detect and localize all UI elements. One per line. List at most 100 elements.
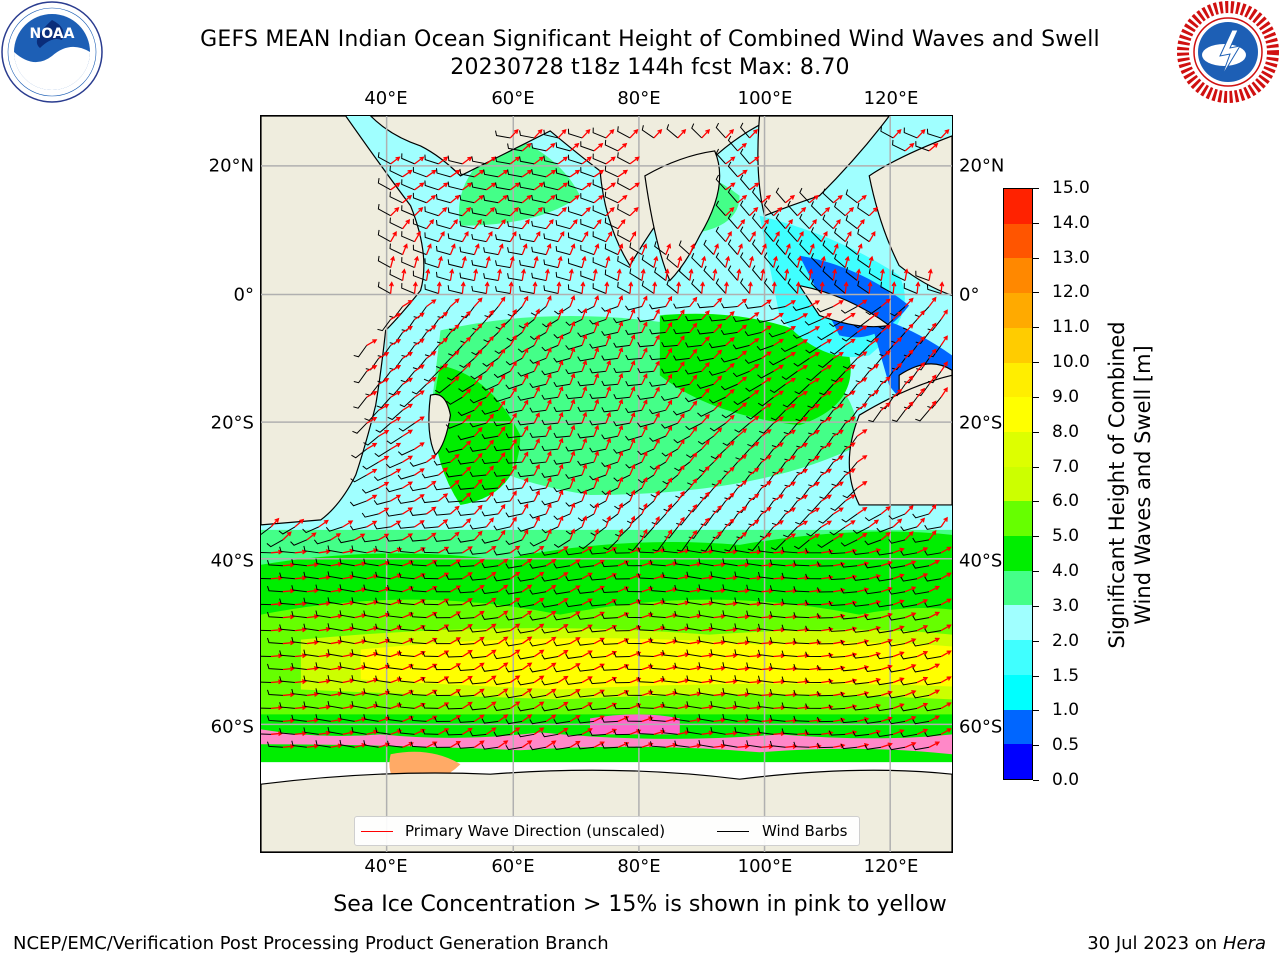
wave-direction-arrow xyxy=(426,376,437,385)
wind-barb xyxy=(661,368,678,374)
wind-barb xyxy=(830,370,846,383)
wind-barb xyxy=(613,600,630,606)
wind-barb xyxy=(353,345,368,358)
wave-direction-arrow xyxy=(927,268,933,281)
wave-direction-arrow xyxy=(497,714,509,722)
wind-barb xyxy=(517,602,535,608)
wind-barb xyxy=(829,344,846,355)
wind-barb xyxy=(483,332,499,343)
wave-direction-arrow xyxy=(725,388,735,398)
wave-direction-arrow xyxy=(461,207,472,217)
wind-barb xyxy=(507,143,523,152)
wave-direction-arrow xyxy=(725,466,735,476)
wind-barb xyxy=(446,730,463,736)
lon-label-top: 40°E xyxy=(364,88,408,109)
wind-barb xyxy=(740,200,750,217)
wave-direction-arrow xyxy=(820,207,831,217)
wind-barb xyxy=(805,344,822,354)
wave-direction-arrow xyxy=(676,281,682,294)
wind-barb xyxy=(471,182,487,191)
wind-barb xyxy=(834,227,846,243)
wave-direction-arrow xyxy=(449,218,458,230)
wind-barb xyxy=(662,624,678,632)
wave-direction-arrow xyxy=(665,613,678,619)
wind-barb xyxy=(434,586,451,593)
wind-barb xyxy=(291,611,307,619)
wave-direction-arrow xyxy=(665,295,673,307)
wind-barb xyxy=(327,675,343,683)
wind-barb xyxy=(589,730,607,737)
wave-direction-arrow xyxy=(689,426,698,437)
wave-direction-arrow xyxy=(773,442,784,450)
wind-barb xyxy=(721,303,738,309)
wind-barb xyxy=(794,383,810,395)
wave-direction-arrow xyxy=(797,417,809,424)
wave-direction-arrow xyxy=(390,547,403,554)
wind-barb xyxy=(745,383,762,392)
wave-direction-arrow xyxy=(485,231,493,242)
wind-barb xyxy=(412,218,427,230)
wave-direction-arrow xyxy=(378,586,391,593)
wind-barb xyxy=(698,584,714,593)
wind-barb xyxy=(531,246,547,256)
wave-direction-arrow xyxy=(701,255,707,268)
wave-direction-arrow xyxy=(462,727,473,735)
wind-barb xyxy=(781,598,798,606)
wave-direction-arrow xyxy=(390,599,403,606)
wind-barb xyxy=(810,201,822,217)
wind-barb xyxy=(751,265,762,281)
wind-barb xyxy=(852,679,870,685)
wave-direction-arrow xyxy=(569,294,576,307)
wave-direction-arrow xyxy=(629,156,640,165)
wind-barb xyxy=(756,317,774,323)
wind-barb xyxy=(781,702,798,709)
wave-direction-arrow xyxy=(557,359,564,372)
wind-barb xyxy=(349,500,367,507)
wave-direction-arrow xyxy=(892,388,903,398)
lat-label-right: 20°N xyxy=(959,155,1005,177)
wind-barb xyxy=(649,559,666,567)
wave-direction-arrow xyxy=(318,652,332,658)
wave-direction-arrow xyxy=(689,296,698,307)
wave-direction-arrow xyxy=(653,412,660,424)
wind-barb xyxy=(385,511,403,517)
wave-direction-arrow xyxy=(581,437,588,450)
wind-barb xyxy=(421,473,439,479)
wave-direction-arrow xyxy=(737,298,748,307)
wave-direction-arrow xyxy=(497,610,509,619)
wave-direction-arrow xyxy=(605,182,616,191)
wave-direction-arrow xyxy=(605,437,612,450)
wind-barb xyxy=(279,546,295,554)
wind-barb xyxy=(817,561,834,567)
wave-direction-arrow xyxy=(605,359,612,372)
wind-barb xyxy=(505,719,523,725)
wind-barb xyxy=(457,588,475,594)
wave-direction-arrow xyxy=(605,333,612,346)
wave-direction-arrow xyxy=(713,562,726,568)
wind-barb xyxy=(617,126,631,139)
wave-direction-arrow xyxy=(833,300,844,308)
wave-direction-arrow xyxy=(879,268,885,281)
wave-direction-arrow xyxy=(306,588,320,594)
wind-barb xyxy=(684,369,702,375)
wave-direction-arrow xyxy=(725,440,735,450)
wave-direction-arrow xyxy=(485,675,497,683)
wind-barb xyxy=(757,623,774,632)
wind-barb xyxy=(375,675,391,683)
wind-barb xyxy=(267,637,283,645)
wave-direction-arrow xyxy=(904,638,917,645)
wave-direction-arrow xyxy=(844,207,855,217)
wind-barb xyxy=(900,654,918,660)
wave-direction-arrow xyxy=(378,378,390,385)
wind-barb xyxy=(604,269,619,282)
wave-direction-arrow xyxy=(545,194,556,204)
wind-barb xyxy=(577,406,595,412)
wind-barb xyxy=(625,329,642,335)
wind-barb xyxy=(900,706,918,712)
wave-direction-arrow xyxy=(449,268,455,281)
wind-barb xyxy=(457,717,475,723)
wind-barb xyxy=(625,638,642,645)
wind-barb xyxy=(799,213,810,230)
wave-direction-arrow xyxy=(474,662,485,671)
wind-barb xyxy=(577,331,595,338)
